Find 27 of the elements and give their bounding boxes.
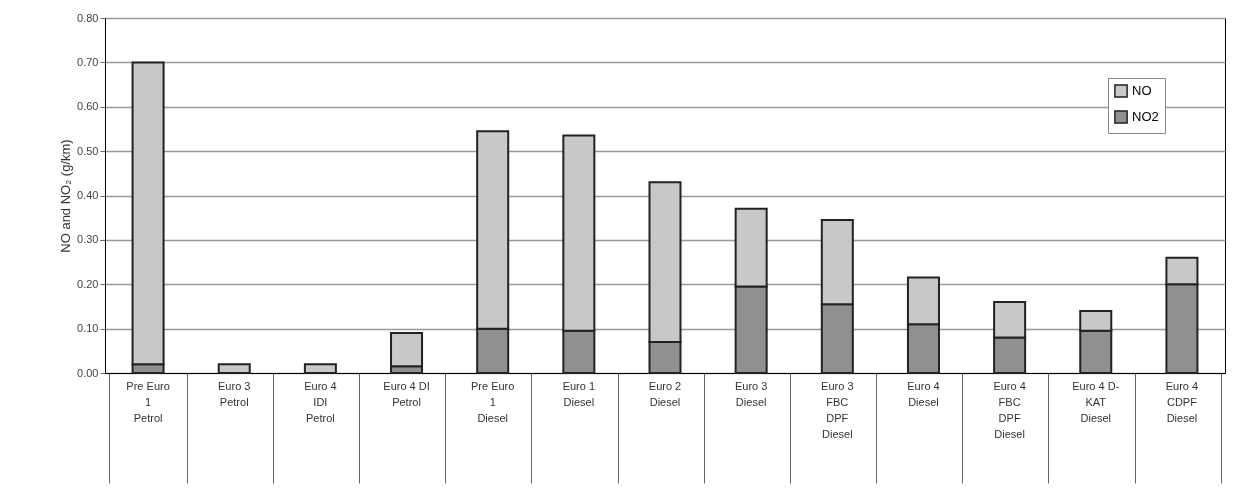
x-tick-label: Pre Euro 1 Diesel bbox=[470, 380, 515, 424]
x-tick-label: Euro 3 FBC DPF Diesel bbox=[821, 380, 854, 440]
y-tick-label: 0.80 bbox=[77, 11, 99, 24]
x-tick-label: Euro 4 Diesel bbox=[907, 380, 940, 408]
x-tick-label: Euro 4 FBC DPF Diesel bbox=[993, 380, 1026, 440]
x-tick-label: Euro 4 DI Petrol bbox=[383, 380, 430, 408]
y-tick-label: 0.40 bbox=[77, 189, 99, 201]
y-tick-label: 0.50 bbox=[77, 144, 99, 157]
y-tick-label: 0.10 bbox=[77, 322, 99, 335]
x-tick-label: Euro 3 Petrol bbox=[218, 380, 251, 408]
bar bbox=[303, 363, 337, 374]
y-tick-label: 0.30 bbox=[77, 233, 99, 246]
x-tick-label: Pre Euro 1 Petrol bbox=[126, 380, 170, 424]
legend-label: NO bbox=[1132, 83, 1152, 98]
legend-label: NO2 bbox=[1132, 109, 1159, 124]
x-tick-label: Euro 1 Diesel bbox=[562, 380, 596, 408]
y-tick-label: 0.00 bbox=[77, 366, 99, 379]
x-tick-label: Euro 2 Diesel bbox=[648, 380, 682, 408]
bar bbox=[217, 363, 251, 374]
x-tick-label: Euro 4 IDI Petrol bbox=[304, 380, 337, 424]
x-tick-label: Euro 4 CDPF Diesel bbox=[1165, 380, 1199, 424]
y-tick-label: 0.70 bbox=[77, 55, 99, 68]
y-tick-label: 0.20 bbox=[77, 277, 99, 290]
y-tick-label: 0.60 bbox=[77, 100, 99, 113]
y-axis-title: NO and NO₂ (g/km) bbox=[58, 139, 74, 253]
x-tick-label: Euro 4 D- KAT Diesel bbox=[1072, 380, 1120, 424]
x-tick-label: Euro 3 Diesel bbox=[734, 380, 768, 408]
